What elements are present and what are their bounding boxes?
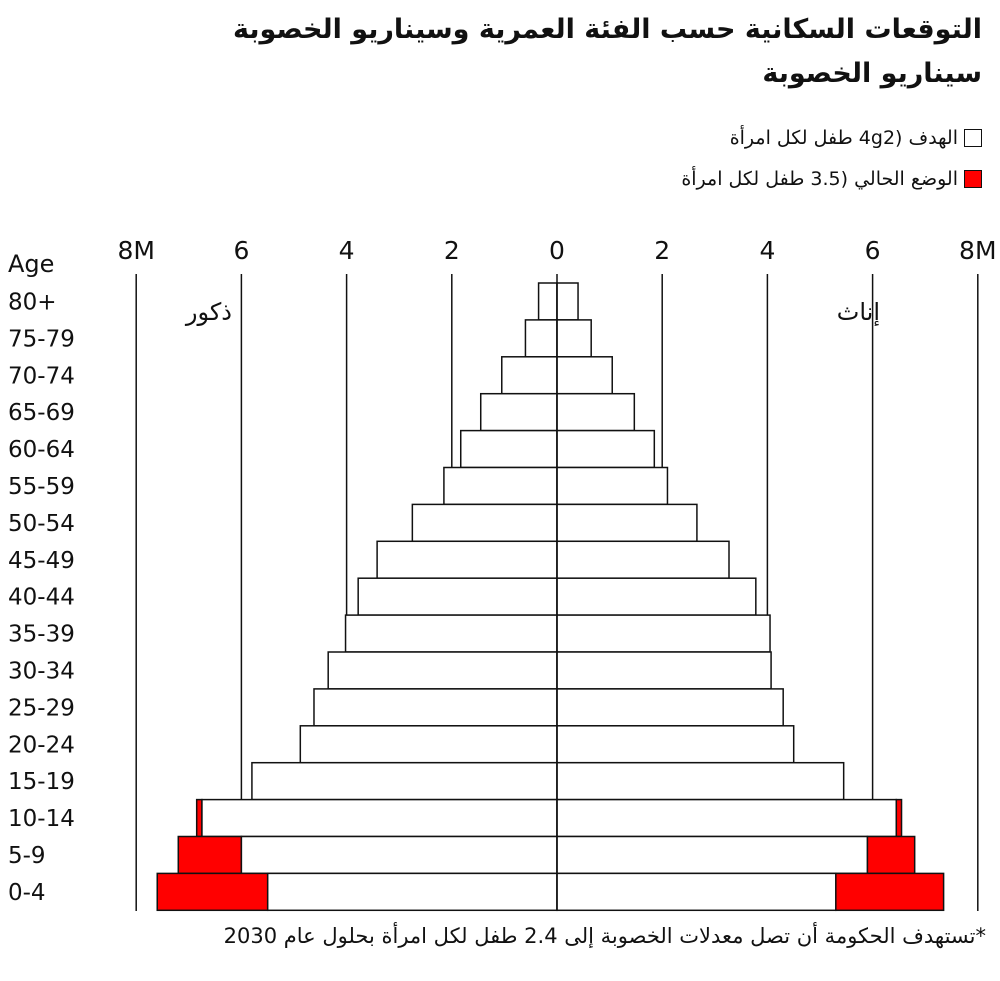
bar-female-target [556, 872, 837, 912]
bar-male-current [195, 798, 203, 838]
age-category-label: 60-64 [8, 437, 75, 463]
bar-female-target [556, 798, 898, 838]
x-tick-label: 2 [654, 236, 670, 265]
bar-male-target [459, 429, 558, 469]
bar-male-target [411, 503, 558, 543]
age-axis-label: Age [8, 250, 54, 278]
bar-female-target [556, 688, 784, 727]
bar-male-current [156, 872, 269, 912]
bar-male-target [443, 466, 558, 506]
bar-male-target [501, 356, 558, 395]
bar-male-target [240, 835, 558, 875]
bar-male-target [201, 798, 558, 838]
female-side-label: إناث [837, 298, 880, 327]
x-tick-label: 0 [549, 236, 565, 265]
x-tick-label: 6 [233, 236, 249, 265]
bar-female-target [556, 540, 730, 579]
age-category-label: 25-29 [8, 695, 75, 721]
bar-female-target [556, 761, 845, 801]
bar-female-current [866, 835, 916, 875]
bar-male-target [251, 761, 558, 801]
x-tick-label: 6 [865, 236, 881, 265]
bar-female-current [895, 798, 903, 838]
age-category-label: 15-19 [8, 769, 75, 795]
x-tick-label: 2 [444, 236, 460, 265]
age-category-label: 65-69 [8, 400, 75, 426]
age-category-label: 70-74 [8, 363, 75, 389]
bar-male-target [313, 688, 558, 727]
bar-female-target [556, 577, 757, 616]
bar-male-target [376, 540, 558, 579]
age-category-label: 55-59 [8, 474, 75, 500]
legend-swatch-current [964, 170, 982, 188]
bar-female-target [556, 725, 795, 764]
bar-male-target [537, 282, 558, 321]
bar-female-target [556, 503, 698, 543]
bar-male-target [524, 319, 558, 358]
age-category-label: 0-4 [8, 880, 46, 906]
bar-female-target [556, 614, 771, 653]
age-category-label: 10-14 [8, 806, 75, 832]
legend-item-target: الهدف (4g2 طفل لكل امرأة [282, 126, 982, 150]
age-category-label: 50-54 [8, 511, 75, 537]
bar-female-target [556, 282, 579, 321]
bar-female-current [835, 872, 945, 912]
bar-female-target [556, 835, 869, 875]
bar-female-target [556, 466, 669, 506]
bar-male-target [344, 614, 558, 653]
bar-female-target [556, 319, 592, 358]
bar-male-target [266, 872, 558, 912]
bar-female-target [556, 356, 613, 395]
legend-label-target: الهدف (4g2 طفل لكل امرأة [729, 127, 958, 149]
age-category-label: 75-79 [8, 326, 75, 352]
bar-female-target [556, 651, 772, 690]
bar-male-target [357, 577, 558, 616]
male-side-label: ذكور [185, 298, 232, 326]
bar-female-target [556, 429, 656, 469]
legend-label-current: الوضع الحالي (3.5 طفل لكل امرأة [681, 168, 958, 190]
x-tick-label: 8M [959, 236, 996, 265]
footnote: *تستهدف الحكومة أن تصل معدلات الخصوبة إل… [223, 924, 986, 948]
age-category-label: 45-49 [8, 548, 75, 574]
legend: الهدف (4g2 طفل لكل امرأة الوضع الحالي (3… [282, 126, 982, 208]
x-tick-label: 4 [759, 236, 775, 265]
x-tick-label: 4 [339, 236, 355, 265]
chart-subtitle: سيناريو الخصوبة [762, 58, 982, 89]
age-category-label: 30-34 [8, 658, 75, 684]
age-category-label: 5-9 [8, 843, 46, 869]
age-category-label: 35-39 [8, 622, 75, 648]
age-category-label: 80+ [8, 289, 57, 315]
chart-title: التوقعات السكانية حسب الفئة العمرية وسين… [233, 14, 982, 45]
legend-item-current: الوضع الحالي (3.5 طفل لكل امرأة [282, 167, 982, 191]
bar-male-target [299, 725, 558, 764]
age-category-label: 20-24 [8, 732, 75, 758]
bar-female-target [556, 392, 636, 432]
bar-male-target [479, 392, 558, 432]
bar-male-current [177, 835, 243, 875]
x-tick-label: 8M [117, 236, 154, 265]
bar-male-target [327, 651, 558, 690]
age-category-label: 40-44 [8, 585, 75, 611]
legend-swatch-target [964, 129, 982, 147]
